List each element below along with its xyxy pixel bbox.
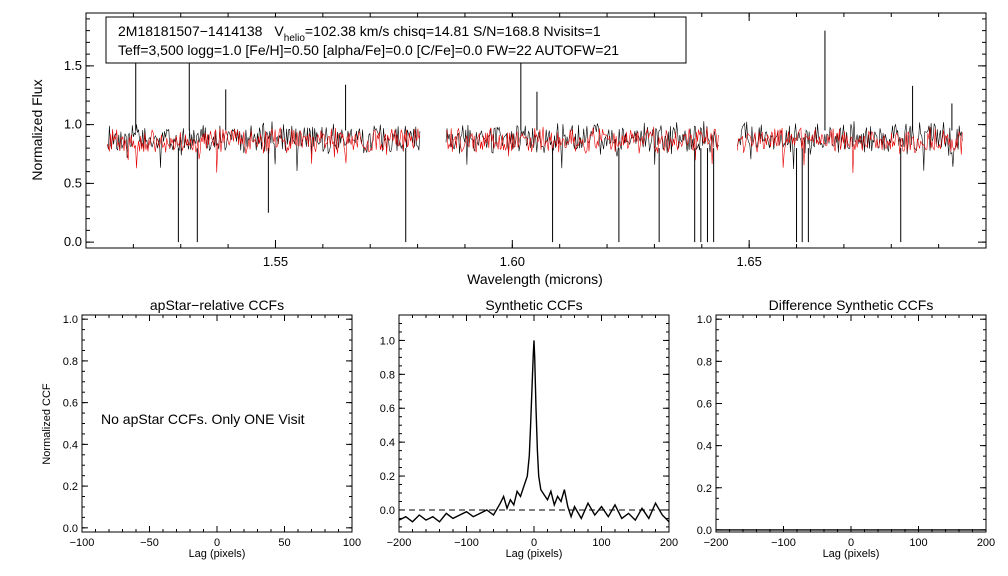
- spectrum-x-axis-title: Wavelength (microns): [467, 271, 603, 287]
- spectrum-ytick-label: 1.5: [64, 58, 82, 73]
- synthetic-ccf-title: Synthetic CCFs: [485, 297, 582, 313]
- difference-ccf-ytick-label: 0.4: [697, 441, 712, 453]
- spectrum-info-line-2: Teff=3,500 logg=1.0 [Fe/H]=0.50 [alpha/F…: [118, 42, 619, 58]
- v-rest: =102.38 km/s chisq=14.81 S/N=168.8 Nvisi…: [305, 23, 601, 39]
- apstar-ccf-ticks: −100 −50 0 50 100 0.0 0.2 0.4 0.6 0.8 1.0: [63, 314, 361, 549]
- apstar-ccf-xtick-label: 100: [343, 537, 361, 549]
- difference-ccf-ytick-label: 1.0: [697, 314, 712, 326]
- spectrum-series-model: [737, 126, 963, 174]
- spectrum-series-model: [107, 126, 421, 173]
- synthetic-ccf-ytick-label: 0.4: [380, 437, 395, 449]
- apstar-ccf-xtick-label: 0: [214, 537, 220, 549]
- difference-ccf-ytick-label: 0.2: [697, 483, 712, 495]
- apstar-ccf-xtick-label: 50: [278, 537, 290, 549]
- v-subscript: helio: [284, 33, 306, 44]
- difference-ccf-ticks: −200 −100 0 100 200 0.0 0.2 0.4 0.6 0.8 1.0: [697, 314, 995, 549]
- spectrum-xtick-label: 1.60: [500, 254, 525, 269]
- difference-ccf-xtick-label: −200: [704, 537, 729, 549]
- difference-ccf-xtick-label: 200: [977, 537, 995, 549]
- difference-ccf-x-axis-title: Lag (pixels): [823, 548, 880, 560]
- synthetic-ccf-ytick-label: 0.8: [380, 369, 395, 381]
- synthetic-ccf-ytick-label: 0.0: [380, 505, 395, 517]
- spectrum-series-model: [445, 126, 719, 165]
- spectrum-axes-frame: [85, 12, 987, 249]
- apstar-ccf-ytick-label: 0.8: [63, 356, 78, 368]
- spectrum-ticks: 1.55 1.60 1.65 0.0 0.5 1.0 1.5: [64, 13, 987, 269]
- synthetic-ccf-x-axis-title: Lag (pixels): [506, 548, 563, 560]
- apstar-ccf-xtick-label: −100: [70, 537, 95, 549]
- apstar-ccf-message: No apStar CCFs. Only ONE Visit: [101, 411, 305, 427]
- difference-ccf-xtick-label: −100: [771, 537, 796, 549]
- synthetic-ccf-xtick-label: 200: [660, 537, 678, 549]
- spectrum-xtick-label: 1.55: [263, 254, 288, 269]
- spectrum-series-observed: [445, 121, 719, 169]
- spectrum-series-observed: [737, 121, 963, 171]
- apstar-ccf-ytick-label: 1.0: [63, 314, 78, 326]
- apstar-ccf-ytick-label: 0.6: [63, 398, 78, 410]
- spectrum-plot-area: [107, 30, 963, 243]
- spectrum-ytick-label: 0.0: [64, 234, 82, 249]
- apstar-ccf-xtick-label: −50: [140, 537, 159, 549]
- apstar-ccf-panel: apStar−relative CCFs −100 −50 0 50 100 0.0 0.2…: [41, 297, 361, 560]
- synthetic-ccf-curve: [398, 340, 670, 523]
- difference-ccf-xtick-label: 0: [848, 537, 854, 549]
- star-id: 2M18181507−1414138: [118, 23, 263, 39]
- spectrum-ytick-label: 1.0: [64, 117, 82, 132]
- apstar-ccf-title: apStar−relative CCFs: [150, 297, 284, 313]
- spectrum-xtick-label: 1.65: [737, 254, 762, 269]
- difference-ccf-ytick-label: 0.6: [697, 398, 712, 410]
- synthetic-ccf-ticks: −200 −100 0 100 200 0.0 0.2 0.4 0.6 0.8 1.0: [380, 314, 678, 549]
- spectrum-info-line-1: 2M18181507−1414138 Vhelio=102.38 km/s chi…: [118, 23, 601, 44]
- synthetic-ccf-ytick-label: 0.2: [380, 471, 395, 483]
- difference-ccf-panel: Difference Synthetic CCFs −200 −100 0 100 20…: [697, 297, 995, 560]
- apstar-ccf-y-axis-title: Normalized CCF: [41, 383, 53, 465]
- synthetic-ccf-panel: Synthetic CCFs −200 −100 0 100 200 0.0 0.2 0.4 0…: [380, 297, 678, 560]
- synthetic-ccf-ytick-label: 1.0: [380, 335, 395, 347]
- apstar-ccf-ytick-label: 0.2: [63, 481, 78, 493]
- spectrum-info-box: [105, 16, 687, 64]
- difference-ccf-xtick-label: 100: [909, 537, 927, 549]
- difference-ccf-title: Difference Synthetic CCFs: [769, 297, 934, 313]
- v-label: V: [274, 23, 284, 39]
- spectrum-series-observed: [107, 121, 421, 172]
- apstar-ccf-x-axis-title: Lag (pixels): [189, 548, 246, 560]
- synthetic-ccf-xtick-label: 0: [531, 537, 537, 549]
- spectrum-panel: 1.55 1.60 1.65 0.0 0.5 1.0 1.5 Wavelength (mic…: [29, 12, 987, 287]
- synthetic-ccf-plot-area: [398, 340, 670, 523]
- spectrum-ytick-label: 0.5: [64, 175, 82, 190]
- synthetic-ccf-ytick-label: 0.6: [380, 403, 395, 415]
- spectrum-y-axis-title: Normalized Flux: [29, 79, 45, 180]
- difference-ccf-ytick-label: 0.0: [697, 525, 712, 537]
- apstar-ccf-ytick-label: 0.0: [63, 523, 78, 535]
- apstar-ccf-ytick-label: 0.4: [63, 439, 78, 451]
- difference-ccf-ytick-label: 0.8: [697, 356, 712, 368]
- synthetic-ccf-xtick-label: −100: [454, 537, 479, 549]
- synthetic-ccf-xtick-label: −200: [387, 537, 412, 549]
- synthetic-ccf-xtick-label: 100: [592, 537, 610, 549]
